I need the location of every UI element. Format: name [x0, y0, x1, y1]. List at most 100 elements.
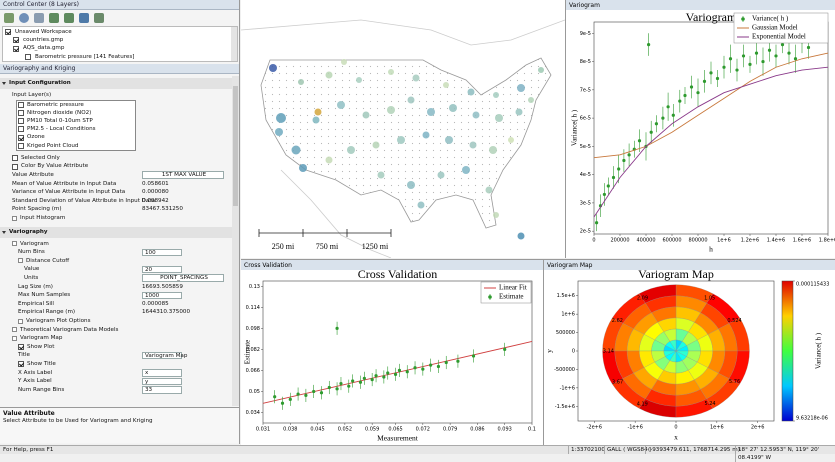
- station[interactable]: [372, 141, 380, 149]
- checkbox[interactable]: [18, 118, 24, 125]
- data-point: [471, 354, 476, 358]
- station[interactable]: [407, 96, 415, 104]
- tool-button[interactable]: [64, 13, 74, 23]
- section-header[interactable]: Input Configuration: [0, 78, 232, 89]
- text-input[interactable]: Variogram Map: [142, 351, 187, 360]
- station[interactable]: [269, 64, 277, 72]
- station[interactable]: [337, 101, 345, 109]
- legend-swatch: [488, 295, 492, 299]
- station[interactable]: [276, 113, 286, 123]
- checkbox[interactable]: [18, 101, 24, 108]
- tool-button[interactable]: [4, 13, 14, 23]
- station[interactable]: [427, 108, 435, 116]
- checkbox[interactable]: [12, 154, 18, 161]
- y-tick-label: 1e+6: [561, 312, 575, 318]
- station[interactable]: [387, 106, 395, 114]
- checkbox[interactable]: [18, 126, 24, 133]
- checkbox[interactable]: [18, 343, 24, 350]
- station[interactable]: [485, 186, 493, 194]
- layer-label: Kriged Point Cloud: [27, 142, 79, 149]
- border-line: [241, 19, 565, 46]
- expand-icon[interactable]: [12, 215, 17, 221]
- station[interactable]: [449, 104, 457, 112]
- property-label: Input Histogram: [20, 215, 66, 221]
- checkbox[interactable]: [13, 45, 19, 52]
- tool-button[interactable]: [34, 13, 44, 23]
- data-point: [273, 395, 277, 399]
- station[interactable]: [515, 108, 523, 116]
- station[interactable]: [377, 171, 385, 179]
- checkbox[interactable]: [25, 53, 31, 60]
- station[interactable]: [298, 79, 304, 85]
- station[interactable]: [443, 82, 449, 88]
- dropdown[interactable]: POINT_SPACINGS: [142, 274, 224, 282]
- station[interactable]: [356, 77, 362, 83]
- scroll-thumb[interactable]: [233, 86, 238, 206]
- variogram-map-panel: Variogram Map Variogram Map x y -2e+6 -1e+6 0…: [543, 259, 835, 445]
- station[interactable]: [325, 156, 333, 164]
- station[interactable]: [495, 114, 503, 122]
- station[interactable]: [467, 88, 475, 96]
- property-label: X Axis Label: [18, 369, 53, 376]
- checkbox[interactable]: [12, 163, 18, 170]
- station[interactable]: [437, 171, 445, 179]
- checkbox[interactable]: [18, 142, 24, 149]
- text-input[interactable]: x: [142, 368, 182, 377]
- station[interactable]: [517, 232, 525, 240]
- status-bar: For Help, press F1 1:33702100 GALL ( WGS8…: [0, 445, 835, 462]
- tool-button[interactable]: [49, 13, 59, 23]
- text-input[interactable]: 33: [142, 386, 182, 394]
- station[interactable]: [462, 166, 470, 174]
- checkbox[interactable]: [18, 134, 24, 141]
- expand-icon[interactable]: [12, 327, 17, 333]
- dropdown[interactable]: 1ST MAX VALUE: [142, 171, 224, 179]
- station[interactable]: [493, 212, 499, 218]
- station[interactable]: [314, 108, 322, 116]
- tool-button[interactable]: [79, 13, 89, 23]
- station[interactable]: [417, 201, 425, 209]
- station[interactable]: [508, 137, 514, 143]
- expand-icon[interactable]: [18, 318, 23, 324]
- station[interactable]: [469, 141, 477, 149]
- data-point: [602, 192, 606, 197]
- station[interactable]: [412, 74, 420, 82]
- station[interactable]: [291, 145, 301, 155]
- station[interactable]: [517, 84, 525, 92]
- station[interactable]: [347, 146, 355, 154]
- station[interactable]: [422, 131, 430, 139]
- station[interactable]: [362, 111, 370, 119]
- section-title: Variography: [9, 228, 48, 235]
- text-input[interactable]: 20: [142, 265, 182, 274]
- property-label: Variance of Value Attribute in Input Dat…: [12, 189, 126, 196]
- collapse-icon[interactable]: [12, 241, 17, 247]
- checkbox[interactable]: [18, 109, 24, 116]
- checkbox[interactable]: [5, 29, 11, 36]
- station[interactable]: [299, 164, 307, 172]
- station[interactable]: [538, 67, 544, 73]
- station[interactable]: [472, 111, 480, 119]
- checkbox[interactable]: [13, 37, 19, 44]
- text-input[interactable]: 1000: [142, 291, 182, 300]
- text-input[interactable]: 100: [142, 248, 182, 257]
- colorbar: [781, 280, 794, 422]
- section-header[interactable]: Variography: [0, 226, 232, 238]
- tool-button[interactable]: [94, 13, 104, 23]
- station[interactable]: [407, 181, 415, 189]
- tool-button[interactable]: [19, 13, 29, 23]
- station[interactable]: [325, 71, 333, 79]
- station[interactable]: [489, 146, 497, 154]
- collapse-icon[interactable]: [12, 335, 17, 341]
- text-input[interactable]: y: [142, 377, 182, 386]
- collapse-icon[interactable]: [18, 258, 23, 264]
- station[interactable]: [388, 69, 394, 75]
- checkbox[interactable]: [18, 361, 24, 368]
- station[interactable]: [312, 116, 320, 124]
- y-axis-label: Variance( h ): [571, 109, 579, 146]
- station[interactable]: [275, 128, 283, 136]
- station[interactable]: [493, 92, 499, 98]
- station[interactable]: [397, 136, 405, 144]
- map-view[interactable]: 250 mi 750 mi 1250 mi: [241, 0, 565, 258]
- station[interactable]: [528, 97, 534, 103]
- station[interactable]: [341, 59, 347, 65]
- station[interactable]: [445, 136, 453, 144]
